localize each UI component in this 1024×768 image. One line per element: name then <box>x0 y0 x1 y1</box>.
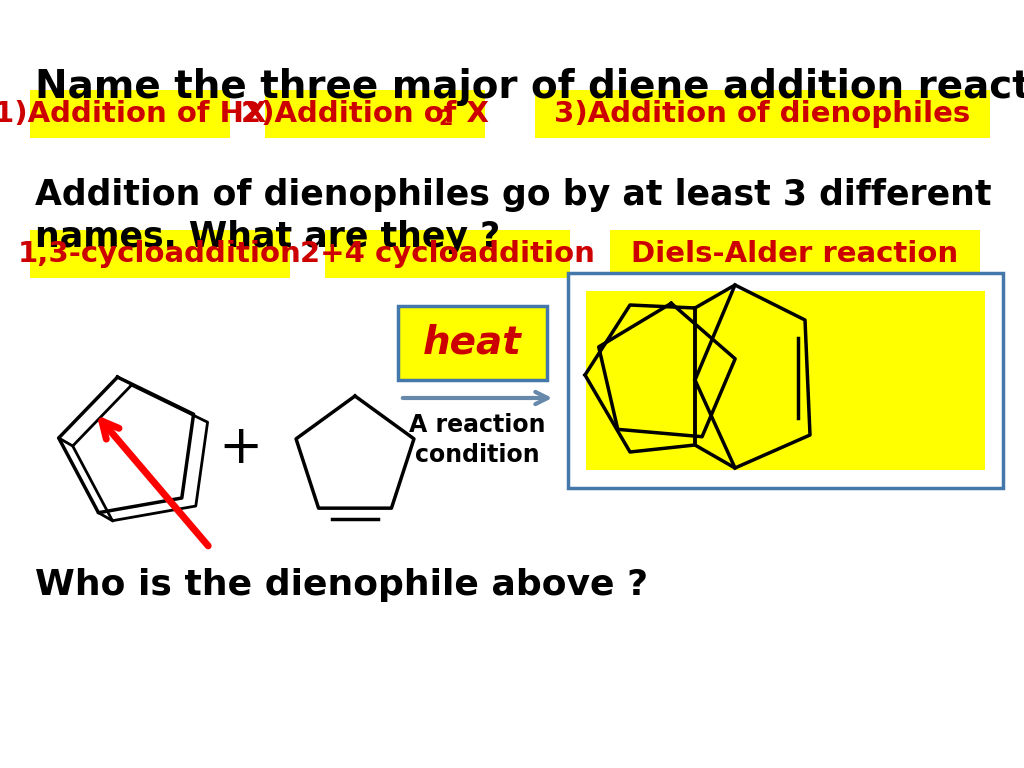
Bar <box>586 291 985 470</box>
Bar <box>610 230 980 278</box>
Text: 2: 2 <box>438 109 453 129</box>
FancyBboxPatch shape <box>398 306 547 380</box>
Bar <box>535 90 990 138</box>
Text: Addition of dienophiles go by at least 3 different: Addition of dienophiles go by at least 3… <box>35 178 991 212</box>
Text: 2+4 cycloaddition: 2+4 cycloaddition <box>300 240 595 268</box>
Text: A reaction: A reaction <box>409 413 545 437</box>
Text: names. What are they ?: names. What are they ? <box>35 220 501 254</box>
Text: Diels-Alder reaction: Diels-Alder reaction <box>632 240 958 268</box>
Bar <box>325 230 570 278</box>
Text: +: + <box>218 422 262 474</box>
Bar <box>265 90 485 138</box>
Text: 3)Addition of dienophiles: 3)Addition of dienophiles <box>554 100 971 128</box>
Text: condition: condition <box>415 443 540 467</box>
Text: Who is the dienophile above ?: Who is the dienophile above ? <box>35 568 648 602</box>
Text: heat: heat <box>423 324 522 362</box>
Bar <box>568 273 1002 488</box>
Text: Name the three major of diene addition reactions: Name the three major of diene addition r… <box>35 68 1024 106</box>
Text: 2)Addition of X: 2)Addition of X <box>241 100 489 128</box>
Bar <box>30 90 230 138</box>
Text: 1)Addition of HX: 1)Addition of HX <box>0 100 266 128</box>
Text: 1,3-cycloaddition: 1,3-cycloaddition <box>18 240 302 268</box>
Bar <box>30 230 290 278</box>
